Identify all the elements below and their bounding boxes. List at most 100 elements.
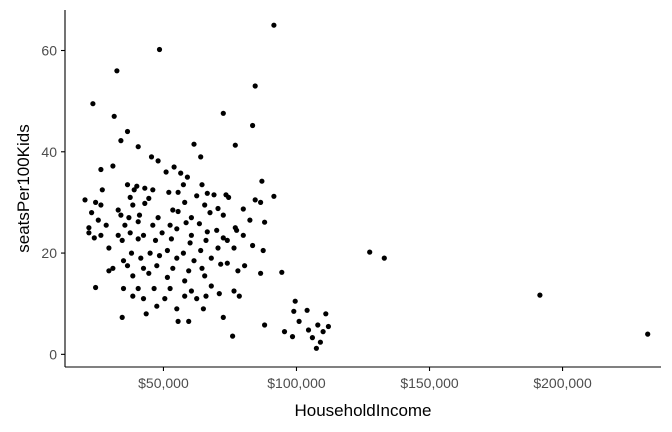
x-axis-title: HouseholdIncome <box>294 401 431 420</box>
data-point <box>163 169 169 175</box>
data-point <box>118 212 124 218</box>
data-point <box>208 283 214 289</box>
data-point <box>115 207 121 213</box>
y-ticks: 0 20 40 60 <box>41 43 65 362</box>
data-point <box>86 230 92 236</box>
data-point <box>226 194 232 200</box>
data-point <box>155 215 161 221</box>
data-point <box>154 303 160 309</box>
data-point <box>106 245 112 251</box>
data-point <box>309 335 315 341</box>
data-point <box>167 285 173 292</box>
data-point <box>135 219 141 225</box>
data-point <box>224 260 230 266</box>
data-point <box>198 247 204 254</box>
data-point <box>645 331 651 337</box>
data-point <box>119 314 125 320</box>
data-point <box>304 307 310 313</box>
data-point <box>89 210 95 216</box>
data-point <box>271 193 277 199</box>
data-point <box>191 141 197 147</box>
data-point <box>171 164 177 170</box>
data-point <box>150 187 156 193</box>
data-point <box>188 215 194 221</box>
data-point <box>258 270 264 276</box>
data-point <box>98 202 104 208</box>
y-tick-label: 60 <box>41 43 57 59</box>
data-point <box>143 311 149 317</box>
data-point <box>191 258 197 264</box>
data-point <box>204 229 210 235</box>
data-point <box>120 258 127 264</box>
data-point <box>110 163 116 169</box>
data-point <box>230 333 236 339</box>
data-point <box>216 291 222 297</box>
data-point <box>202 202 208 208</box>
data-point <box>140 232 147 238</box>
data-point <box>155 158 161 164</box>
data-point <box>194 193 200 199</box>
data-point <box>174 226 180 232</box>
data-point <box>296 318 302 324</box>
data-point <box>218 261 224 267</box>
data-point <box>82 197 88 203</box>
data-point <box>292 298 298 304</box>
data-point <box>187 240 193 246</box>
data-point <box>146 195 152 201</box>
axes <box>64 10 661 368</box>
data-point <box>106 268 112 274</box>
data-point <box>320 329 326 335</box>
data-point <box>259 178 265 184</box>
data-point <box>260 247 266 254</box>
data-point <box>118 138 124 144</box>
data-point <box>220 235 226 241</box>
data-point <box>182 199 188 205</box>
x-tick-label: $200,000 <box>533 375 592 391</box>
data-point <box>142 200 148 206</box>
data-point <box>164 274 170 280</box>
data-point <box>220 110 226 116</box>
data-point <box>159 230 165 236</box>
data-point <box>135 285 141 292</box>
data-point <box>130 202 136 208</box>
data-point <box>199 182 205 188</box>
data-point <box>130 273 136 279</box>
x-tick-label: $150,000 <box>400 375 459 391</box>
data-point <box>367 249 373 255</box>
data-point <box>240 232 246 238</box>
y-tick-label: 40 <box>41 144 57 160</box>
data-point <box>183 220 189 226</box>
data-point <box>234 227 240 233</box>
data-point <box>98 232 104 238</box>
data-point <box>178 170 184 176</box>
data-point <box>154 263 160 269</box>
data-point <box>207 210 213 216</box>
data-point <box>93 199 99 205</box>
data-point <box>203 293 209 299</box>
data-point <box>199 265 205 271</box>
data-point <box>167 222 173 228</box>
data-point <box>93 284 99 291</box>
data-point <box>204 190 210 196</box>
data-point <box>323 311 329 317</box>
data-point <box>186 268 192 274</box>
data-point <box>95 217 101 223</box>
data-point <box>203 237 209 243</box>
data-point <box>86 225 92 231</box>
data-point <box>131 187 137 193</box>
data-point <box>262 219 268 225</box>
data-point <box>114 68 120 74</box>
data-point <box>124 263 131 269</box>
data-point <box>175 318 181 324</box>
data-point <box>208 255 214 261</box>
data-point <box>115 232 121 238</box>
data-point <box>247 217 253 223</box>
x-ticks: $50,000 $100,000 $150,000 $200,000 <box>138 367 592 391</box>
data-point <box>99 187 105 193</box>
data-point <box>202 273 208 279</box>
data-points <box>82 22 651 351</box>
data-point <box>186 318 192 324</box>
data-point <box>175 208 181 215</box>
data-point <box>91 235 97 241</box>
